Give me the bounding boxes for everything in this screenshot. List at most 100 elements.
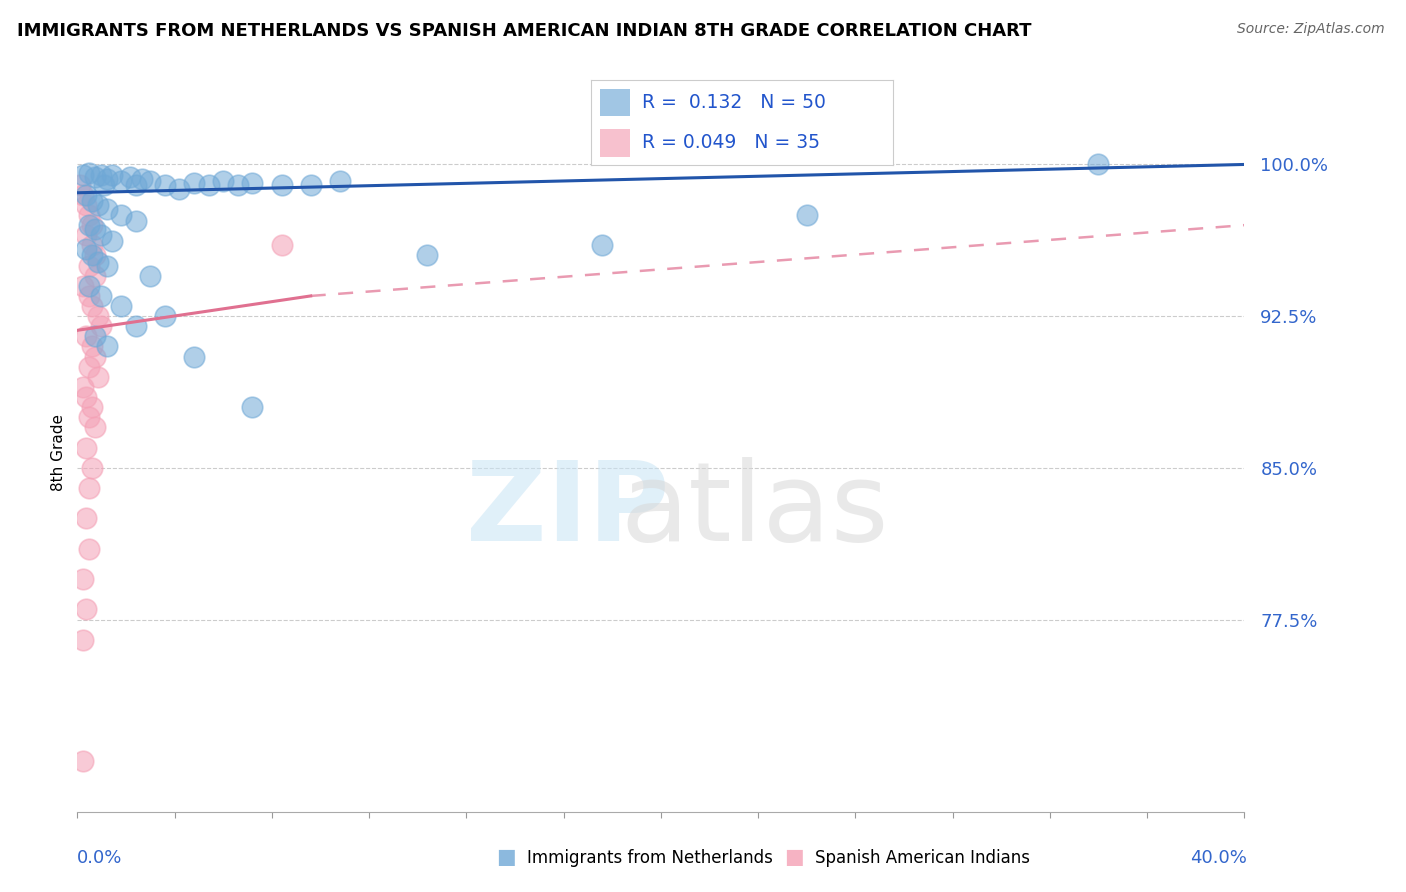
Bar xyxy=(599,129,630,157)
Point xyxy=(124,178,148,192)
Point xyxy=(299,178,322,192)
Point xyxy=(212,174,235,188)
Point xyxy=(118,169,141,184)
Point xyxy=(87,309,110,323)
Text: atlas: atlas xyxy=(620,457,889,564)
Point xyxy=(183,350,205,364)
Point xyxy=(77,278,100,293)
Point xyxy=(69,178,91,192)
Point xyxy=(80,248,103,262)
Point xyxy=(90,168,112,182)
Text: R = 0.049   N = 35: R = 0.049 N = 35 xyxy=(643,134,820,153)
Point xyxy=(242,400,264,414)
Point xyxy=(72,572,94,586)
Point xyxy=(83,350,105,364)
Point xyxy=(80,461,103,475)
Point xyxy=(83,222,105,236)
Point xyxy=(75,187,97,202)
Point xyxy=(80,339,103,353)
Text: Immigrants from Netherlands: Immigrants from Netherlands xyxy=(527,849,773,867)
Point xyxy=(416,248,439,262)
Point xyxy=(96,202,118,216)
Point xyxy=(93,178,115,192)
Point xyxy=(80,299,103,313)
Text: ZIP: ZIP xyxy=(465,457,669,564)
Point xyxy=(72,380,94,394)
Point xyxy=(96,259,118,273)
Point xyxy=(270,178,292,192)
Point xyxy=(110,299,132,313)
Point xyxy=(592,238,614,252)
Point xyxy=(90,319,112,334)
Point xyxy=(80,400,103,414)
Text: 0.0%: 0.0% xyxy=(77,849,122,867)
Text: ■: ■ xyxy=(785,847,804,867)
Point xyxy=(139,268,162,283)
Point xyxy=(80,238,103,252)
Text: IMMIGRANTS FROM NETHERLANDS VS SPANISH AMERICAN INDIAN 8TH GRADE CORRELATION CHA: IMMIGRANTS FROM NETHERLANDS VS SPANISH A… xyxy=(17,22,1032,40)
Point xyxy=(75,243,97,257)
Point xyxy=(1087,157,1109,171)
Point xyxy=(139,174,162,188)
Point xyxy=(77,481,100,495)
Point xyxy=(77,208,100,222)
Point xyxy=(153,178,176,192)
Point xyxy=(72,278,94,293)
Point xyxy=(197,178,219,192)
Text: ■: ■ xyxy=(496,847,516,867)
Point xyxy=(72,754,94,768)
Point xyxy=(96,339,118,353)
Point xyxy=(75,329,97,343)
Point xyxy=(83,329,105,343)
Point xyxy=(72,187,94,202)
Point xyxy=(75,441,97,455)
Point xyxy=(77,410,100,425)
Point xyxy=(80,194,103,208)
Point xyxy=(83,169,105,184)
Point xyxy=(110,174,132,188)
Point xyxy=(75,511,97,525)
Point xyxy=(153,309,176,323)
Point xyxy=(242,176,264,190)
Point xyxy=(87,369,110,384)
Point xyxy=(83,420,105,434)
Point xyxy=(80,218,103,232)
Point xyxy=(75,228,97,243)
Point xyxy=(77,289,100,303)
Point xyxy=(101,168,124,182)
Point xyxy=(270,238,292,252)
Point xyxy=(83,248,105,262)
Point xyxy=(77,541,100,556)
Point xyxy=(329,174,352,188)
Y-axis label: 8th Grade: 8th Grade xyxy=(51,414,66,491)
Point xyxy=(90,289,112,303)
Point xyxy=(83,268,105,283)
Point xyxy=(75,198,97,212)
Point xyxy=(124,214,148,228)
Bar xyxy=(599,89,630,116)
Point xyxy=(77,218,100,232)
Point xyxy=(101,235,124,249)
Point xyxy=(183,176,205,190)
Point xyxy=(169,182,191,196)
Point xyxy=(72,168,94,182)
Point xyxy=(87,254,110,268)
Point xyxy=(110,208,132,222)
Point xyxy=(77,259,100,273)
Point xyxy=(75,602,97,616)
Point xyxy=(124,319,148,334)
Text: Spanish American Indians: Spanish American Indians xyxy=(815,849,1031,867)
Point xyxy=(87,198,110,212)
Point xyxy=(796,208,818,222)
Point xyxy=(131,171,153,186)
Text: Source: ZipAtlas.com: Source: ZipAtlas.com xyxy=(1237,22,1385,37)
Point xyxy=(90,228,112,243)
Point xyxy=(226,178,249,192)
Point xyxy=(72,632,94,647)
Point xyxy=(75,390,97,404)
Text: R =  0.132   N = 50: R = 0.132 N = 50 xyxy=(643,93,825,112)
Point xyxy=(96,171,118,186)
Point xyxy=(77,165,100,179)
Point xyxy=(77,359,100,374)
Text: 40.0%: 40.0% xyxy=(1191,849,1247,867)
